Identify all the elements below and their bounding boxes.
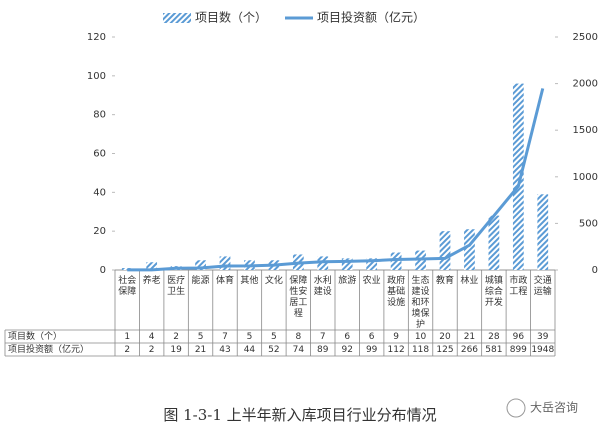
table-value: 581 [485, 345, 502, 355]
table-value: 5 [198, 332, 204, 342]
watermark: 大岳咨询 [530, 400, 578, 415]
x-tick-label: 体育 [216, 274, 234, 286]
y2-tick-label: 1500 [573, 125, 598, 136]
x-tick-label: 市政工程 [509, 274, 527, 297]
x-tick-label: 保障性安居工程 [289, 274, 307, 319]
table-value: 92 [341, 345, 352, 355]
table-value: 52 [268, 345, 279, 355]
table-value: 2 [149, 345, 155, 355]
x-tick-label: 生态建设和环境保护 [412, 274, 430, 330]
x-tick-label: 城镇综合开发 [485, 274, 503, 308]
y-tick-label: 80 [93, 110, 106, 121]
table-value: 5 [271, 332, 277, 342]
bar [219, 256, 231, 270]
table-value: 9 [393, 332, 399, 342]
y2-tick-label: 2500 [573, 32, 598, 43]
x-tick-label: 政府基础设施 [387, 274, 405, 308]
table-value: 19 [170, 345, 182, 355]
bar [464, 229, 475, 270]
x-tick-label: 能源 [192, 274, 210, 286]
table-value: 39 [537, 332, 549, 342]
bar [537, 194, 549, 270]
table-value: 1 [124, 332, 130, 342]
table-value: 44 [244, 345, 256, 355]
table-value: 28 [488, 332, 500, 342]
y-tick-label: 100 [87, 71, 106, 82]
table-value: 99 [366, 345, 378, 355]
table-value: 21 [195, 345, 206, 355]
y-tick-label: 20 [93, 226, 106, 237]
x-tick-label: 教育 [436, 274, 454, 286]
y-tick-label: 120 [87, 32, 106, 43]
x-tick-label: 医疗卫生 [167, 274, 185, 297]
bar [512, 83, 524, 270]
table-value: 4 [149, 332, 155, 342]
table-value: 5 [247, 332, 253, 342]
bar [341, 258, 353, 270]
y-tick-label: 60 [93, 149, 106, 160]
x-tick-label: 社会保障 [118, 274, 136, 297]
x-tick-label: 交通运输 [534, 274, 552, 297]
y2-tick-label: 2000 [573, 79, 598, 90]
table-value: 43 [219, 345, 230, 355]
table-value: 125 [436, 345, 453, 355]
table-value: 96 [513, 332, 525, 342]
bar [146, 262, 158, 270]
bar [195, 260, 206, 270]
y-tick-label: 0 [100, 265, 106, 276]
table-value: 74 [293, 345, 305, 355]
watermark-icon [506, 398, 526, 418]
x-tick-label: 旅游 [338, 274, 356, 286]
row-header: 项目数（个） [8, 330, 62, 342]
bar [488, 215, 500, 270]
table-value: 6 [369, 332, 375, 342]
y-tick-label: 40 [93, 187, 106, 198]
bar [439, 231, 451, 270]
x-tick-label: 养老 [143, 274, 161, 286]
x-tick-label: 文化 [265, 274, 283, 286]
x-tick-label: 农业 [363, 274, 381, 286]
legend-swatch [163, 13, 191, 23]
table-value: 21 [464, 332, 475, 342]
table-value: 2 [124, 345, 130, 355]
chart-title: 图 1-3-1 上半年新入库项目行业分布情况 [163, 406, 436, 424]
table-value: 6 [344, 332, 350, 342]
y2-tick-label: 500 [579, 218, 598, 229]
table-value: 7 [320, 332, 326, 342]
table-value: 1948 [531, 345, 554, 355]
x-tick-label: 其他 [240, 274, 258, 286]
legend-label: 项目数（个） [195, 10, 267, 25]
table-value: 89 [317, 345, 329, 355]
y2-tick-label: 0 [592, 265, 598, 276]
bar [390, 252, 402, 270]
bar [366, 258, 378, 270]
table-value: 8 [295, 332, 301, 342]
table-value: 266 [461, 345, 478, 355]
row-header: 项目投资额（亿元） [8, 343, 89, 355]
y2-tick-label: 1000 [573, 172, 598, 183]
table-value: 2 [173, 332, 179, 342]
table-value: 118 [412, 345, 429, 355]
legend-label: 项目投资额（亿元） [317, 10, 425, 25]
table-value: 7 [222, 332, 228, 342]
table-value: 20 [439, 332, 451, 342]
x-tick-label: 水利建设 [314, 274, 332, 297]
line [127, 88, 545, 272]
x-tick-label: 林业 [460, 274, 478, 286]
table-value: 10 [415, 332, 427, 342]
table-value: 112 [388, 345, 405, 355]
table-value: 899 [510, 345, 527, 355]
